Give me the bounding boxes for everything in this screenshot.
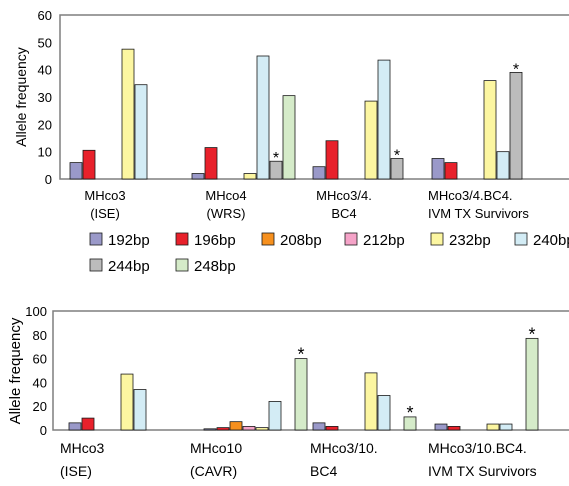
bottom-chart-bar-192bp-group-3 <box>312 422 326 431</box>
bottom-chart-bar-248bp-group-4 <box>525 337 539 431</box>
bottom-chart-significance-asterisk: * <box>406 403 413 423</box>
legend-label-196bp: 196bp <box>194 232 236 249</box>
legend-swatch-212bp <box>344 232 358 246</box>
bottom-chart-bar-240bp-group-2 <box>268 401 282 431</box>
top-chart-group-label: (WRS) <box>207 206 246 221</box>
top-chart-y-tick-label: 0 <box>45 172 52 187</box>
bottom-chart-y-tick-label: 20 <box>33 399 47 414</box>
legend-swatch-192bp <box>89 232 103 246</box>
top-chart-bar-240bp-group-3 <box>377 59 391 180</box>
legend-label-212bp: 212bp <box>363 232 405 249</box>
bottom-chart-bar-192bp-group-1 <box>68 422 82 431</box>
bottom-chart-significance-asterisk: * <box>297 345 304 365</box>
legend: 192bp 196bp 208bp 212bp 232bp 240bp 244bp 248bp <box>89 232 569 275</box>
bottom-chart-bar-240bp-group-1 <box>133 389 147 431</box>
top-chart-bar-244bp-group-3 <box>390 158 404 180</box>
bottom-chart-y-tick-label: 40 <box>33 375 47 390</box>
top-chart-group-label: MHco3 <box>84 188 125 203</box>
top-chart-significance-asterisk: * <box>394 148 400 165</box>
legend-swatch-248bp <box>175 258 189 272</box>
top-chart-bar-232bp-group-2 <box>243 173 257 180</box>
bottom-chart-bar-208bp-group-2 <box>229 421 243 431</box>
bottom-chart-bar-232bp-group-2 <box>255 427 269 431</box>
bottom-chart-bar-192bp-group-4 <box>434 423 448 431</box>
top-chart-y-tick-label: 20 <box>38 117 52 132</box>
bottom-chart-group-label: (CAVR) <box>190 463 237 479</box>
legend-label-248bp: 248bp <box>194 258 236 275</box>
bottom-chart-group-label: (ISE) <box>60 463 92 479</box>
top-chart-bar-232bp-group-1 <box>121 48 135 180</box>
legend-label-192bp: 192bp <box>108 232 150 249</box>
top-chart-bar-232bp-group-4 <box>483 80 497 180</box>
bottom-chart-bar-196bp-group-3 <box>325 426 339 431</box>
bottom-chart-bar-196bp-group-4 <box>447 426 461 431</box>
top-chart-bar-196bp-group-2 <box>204 147 218 180</box>
legend-label-240bp: 240bp <box>533 232 569 249</box>
top-chart-bar-244bp-group-2 <box>269 160 283 180</box>
top-chart-group-label: MHco3/4. <box>316 188 372 203</box>
bottom-chart-bar-232bp-group-3 <box>364 372 378 431</box>
top-chart-bar-240bp-group-4 <box>496 151 510 180</box>
bottom-chart-group-label: BC4 <box>310 463 337 479</box>
top-chart-group-label: BC4 <box>331 206 356 221</box>
top-chart-y-tick-label: 40 <box>38 63 52 78</box>
top-chart-y-tick-label: 30 <box>38 90 52 105</box>
bottom-chart-group-label: MHco3/10.BC4. <box>428 440 527 456</box>
top-chart-bar-192bp-group-1 <box>69 162 83 180</box>
top-chart-bar-192bp-group-4 <box>431 158 445 180</box>
top-chart-y-tick-label: 60 <box>38 8 52 23</box>
bottom-chart-bar-212bp-group-2 <box>242 426 256 431</box>
top-chart-bar-240bp-group-1 <box>134 84 148 180</box>
bottom-chart: Allele frequency 0 20 40 60 80 100 * * * MHco3 (IS… <box>7 304 569 479</box>
top-chart-y-tick-label: 50 <box>38 35 52 50</box>
top-chart-group-label: MHco3/4.BC4. <box>428 188 513 203</box>
legend-label-244bp: 244bp <box>108 258 150 275</box>
top-chart-group-label: MHco4 <box>205 188 246 203</box>
bottom-chart-bar-240bp-group-3 <box>377 395 391 431</box>
top-chart-y-tick-label: 10 <box>38 145 52 160</box>
bottom-chart-significance-asterisk: * <box>528 324 535 344</box>
top-chart-bar-196bp-group-3 <box>325 140 339 180</box>
bottom-chart-bar-248bp-group-3 <box>403 416 417 431</box>
legend-swatch-232bp <box>430 232 444 246</box>
top-chart-bar-192bp-group-2 <box>191 173 205 180</box>
bottom-chart-y-tick-label: 0 <box>40 423 47 438</box>
top-chart-group-label: (ISE) <box>90 206 120 221</box>
top-chart-bar-248bp-group-2 <box>282 95 296 180</box>
bottom-chart-bar-232bp-group-1 <box>120 373 134 431</box>
top-chart-group-label: IVM TX Survivors <box>428 206 529 221</box>
bottom-chart-bar-192bp-group-2 <box>203 428 217 431</box>
top-chart-bar-232bp-group-3 <box>364 100 378 180</box>
legend-label-208bp: 208bp <box>280 232 322 249</box>
bottom-chart-bar-240bp-group-4 <box>499 423 513 431</box>
legend-swatch-240bp <box>514 232 528 246</box>
bottom-chart-group-label: IVM TX Survivors <box>428 463 537 479</box>
top-chart-significance-asterisk: * <box>273 150 279 167</box>
top-chart-bar-192bp-group-3 <box>312 166 326 180</box>
bottom-chart-group-label: MHco3/10. <box>310 440 378 456</box>
bottom-chart-group-label: MHco10 <box>190 440 242 456</box>
top-chart-bar-196bp-group-4 <box>444 162 458 180</box>
legend-swatch-208bp <box>261 232 275 246</box>
bottom-chart-bar-248bp-group-2 <box>294 358 308 431</box>
legend-swatch-244bp <box>89 258 103 272</box>
bottom-chart-y-tick-label: 100 <box>25 304 47 319</box>
legend-label-232bp: 232bp <box>449 232 491 249</box>
bottom-chart-bar-196bp-group-1 <box>81 417 95 431</box>
top-chart-y-axis-label: Allele frequency <box>13 47 29 147</box>
top-chart: Allele frequency 0 10 20 30 40 50 60 * * * MHco3 (I… <box>13 8 569 221</box>
bottom-chart-y-tick-label: 60 <box>33 352 47 367</box>
top-chart-significance-asterisk: * <box>513 61 519 78</box>
top-chart-bar-196bp-group-1 <box>82 149 96 180</box>
bottom-chart-bar-232bp-group-4 <box>486 423 500 431</box>
bottom-chart-y-tick-label: 80 <box>33 328 47 343</box>
bottom-chart-group-label: MHco3 <box>60 440 105 456</box>
bottom-chart-y-axis-label: Allele frequency <box>7 317 24 424</box>
top-chart-bar-244bp-group-4 <box>509 72 523 180</box>
legend-swatch-196bp <box>175 232 189 246</box>
top-chart-bar-240bp-group-2 <box>256 55 270 180</box>
bottom-chart-bar-196bp-group-2 <box>216 427 230 431</box>
